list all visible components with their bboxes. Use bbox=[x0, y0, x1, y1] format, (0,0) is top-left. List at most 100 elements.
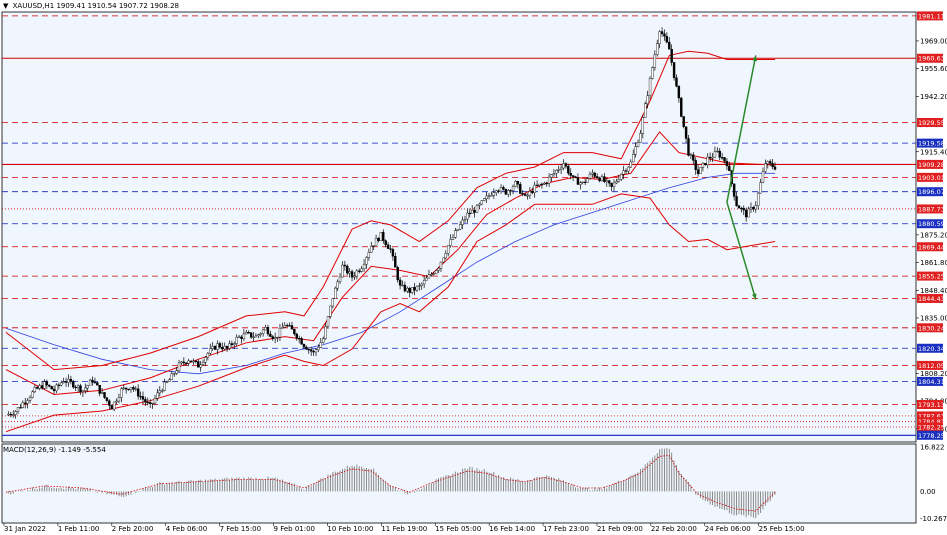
candle-body bbox=[766, 161, 769, 164]
level-price-tag bbox=[917, 138, 943, 148]
candle-body bbox=[98, 384, 101, 394]
candle-body bbox=[115, 400, 118, 403]
level-price-tag bbox=[917, 11, 943, 21]
level-price-label: 1896.07 bbox=[918, 188, 945, 196]
candle-body bbox=[290, 325, 294, 330]
candle-body bbox=[204, 356, 207, 363]
candle-body bbox=[639, 133, 642, 143]
candle-body bbox=[69, 378, 73, 382]
candle-body bbox=[543, 182, 546, 185]
candle-body bbox=[254, 335, 258, 338]
candle-body bbox=[547, 176, 551, 184]
candle-body bbox=[439, 261, 443, 269]
candle-body bbox=[490, 195, 493, 197]
candle-body bbox=[610, 182, 613, 187]
candle-body bbox=[632, 154, 635, 163]
candle-body bbox=[682, 116, 685, 127]
candle-body bbox=[495, 190, 498, 193]
level-price-label: 1880.59 bbox=[918, 220, 945, 228]
candle-body bbox=[641, 117, 645, 134]
candle-body bbox=[483, 198, 486, 201]
candle-body bbox=[511, 186, 515, 192]
candle-body bbox=[646, 95, 649, 104]
candle-body bbox=[607, 180, 611, 184]
time-tick-label: 17 Feb 23:00 bbox=[543, 525, 589, 533]
time-tick-label: 21 Feb 09:00 bbox=[597, 525, 643, 533]
candle-body bbox=[379, 231, 383, 242]
candle-body bbox=[353, 275, 356, 278]
candle-body bbox=[497, 190, 500, 192]
candle-body bbox=[725, 160, 729, 167]
candle-body bbox=[28, 397, 32, 401]
low-value: 1907.72 bbox=[118, 2, 148, 10]
candle-body bbox=[687, 138, 690, 156]
candle-body bbox=[314, 349, 318, 353]
candle-body bbox=[386, 244, 390, 249]
level-price-tag bbox=[917, 323, 943, 333]
candle-body bbox=[153, 398, 157, 404]
candle-body bbox=[668, 41, 671, 50]
time-tick-label: 2 Feb 20:00 bbox=[112, 525, 153, 533]
candle-body bbox=[600, 176, 604, 182]
candle-body bbox=[319, 342, 323, 348]
candle-body bbox=[283, 325, 286, 328]
level-price-tag bbox=[917, 53, 943, 63]
candle-body bbox=[358, 270, 361, 272]
level-price-tag bbox=[917, 172, 943, 182]
level-price-tag bbox=[917, 219, 943, 229]
candle-body bbox=[257, 334, 260, 337]
candle-body bbox=[346, 265, 349, 274]
level-price-label: 1778.25 bbox=[918, 432, 945, 440]
candle-body bbox=[151, 402, 154, 405]
time-tick-label: 1 Feb 11:00 bbox=[58, 525, 99, 533]
candle-body bbox=[531, 191, 534, 193]
forecast-arrow bbox=[726, 55, 757, 203]
candle-body bbox=[622, 170, 625, 175]
candle-body bbox=[16, 407, 20, 412]
time-tick-label: 7 Feb 15:00 bbox=[220, 525, 261, 533]
candle-body bbox=[146, 402, 149, 404]
candle-body bbox=[768, 161, 772, 164]
macd-tick-label: -10.267 bbox=[920, 515, 947, 523]
candle-body bbox=[723, 157, 726, 162]
candle-body bbox=[427, 274, 431, 279]
candle-body bbox=[533, 184, 536, 193]
level-price-tag bbox=[917, 360, 943, 370]
dropdown-triangle-icon[interactable]: ▼ bbox=[3, 2, 9, 10]
bollinger-middle-band bbox=[5, 131, 776, 396]
candle-body bbox=[528, 191, 532, 196]
candle-body bbox=[516, 181, 520, 185]
candle-body bbox=[141, 396, 145, 400]
candle-body bbox=[182, 361, 186, 364]
price-tick-label: 1835.00 bbox=[920, 314, 947, 322]
candle-body bbox=[247, 332, 250, 334]
candle-body bbox=[444, 253, 447, 259]
candle-body bbox=[588, 173, 592, 179]
candle-body bbox=[391, 249, 395, 257]
candle-body bbox=[120, 388, 123, 398]
candle-body bbox=[521, 193, 524, 195]
candle-body bbox=[653, 54, 657, 68]
candle-body bbox=[461, 219, 464, 225]
candle-body bbox=[764, 163, 767, 172]
level-price-label: 1929.55 bbox=[918, 119, 945, 127]
macd-main-value: -1.149 bbox=[58, 446, 81, 454]
candle-body bbox=[134, 388, 137, 390]
candle-body bbox=[471, 210, 474, 214]
level-price-label: 1844.43 bbox=[918, 295, 945, 303]
candle-body bbox=[410, 287, 414, 293]
candle-body bbox=[514, 181, 517, 187]
candle-body bbox=[281, 327, 284, 329]
candle-body bbox=[680, 97, 683, 117]
candle-body bbox=[629, 161, 633, 168]
candle-body bbox=[559, 167, 563, 170]
candle-body bbox=[170, 373, 174, 381]
candle-body bbox=[139, 396, 142, 398]
candle-body bbox=[555, 170, 558, 174]
candle-body bbox=[475, 205, 479, 213]
candle-body bbox=[317, 347, 320, 350]
price-tick-label: 1808.20 bbox=[920, 370, 947, 378]
candle-body bbox=[718, 150, 721, 158]
